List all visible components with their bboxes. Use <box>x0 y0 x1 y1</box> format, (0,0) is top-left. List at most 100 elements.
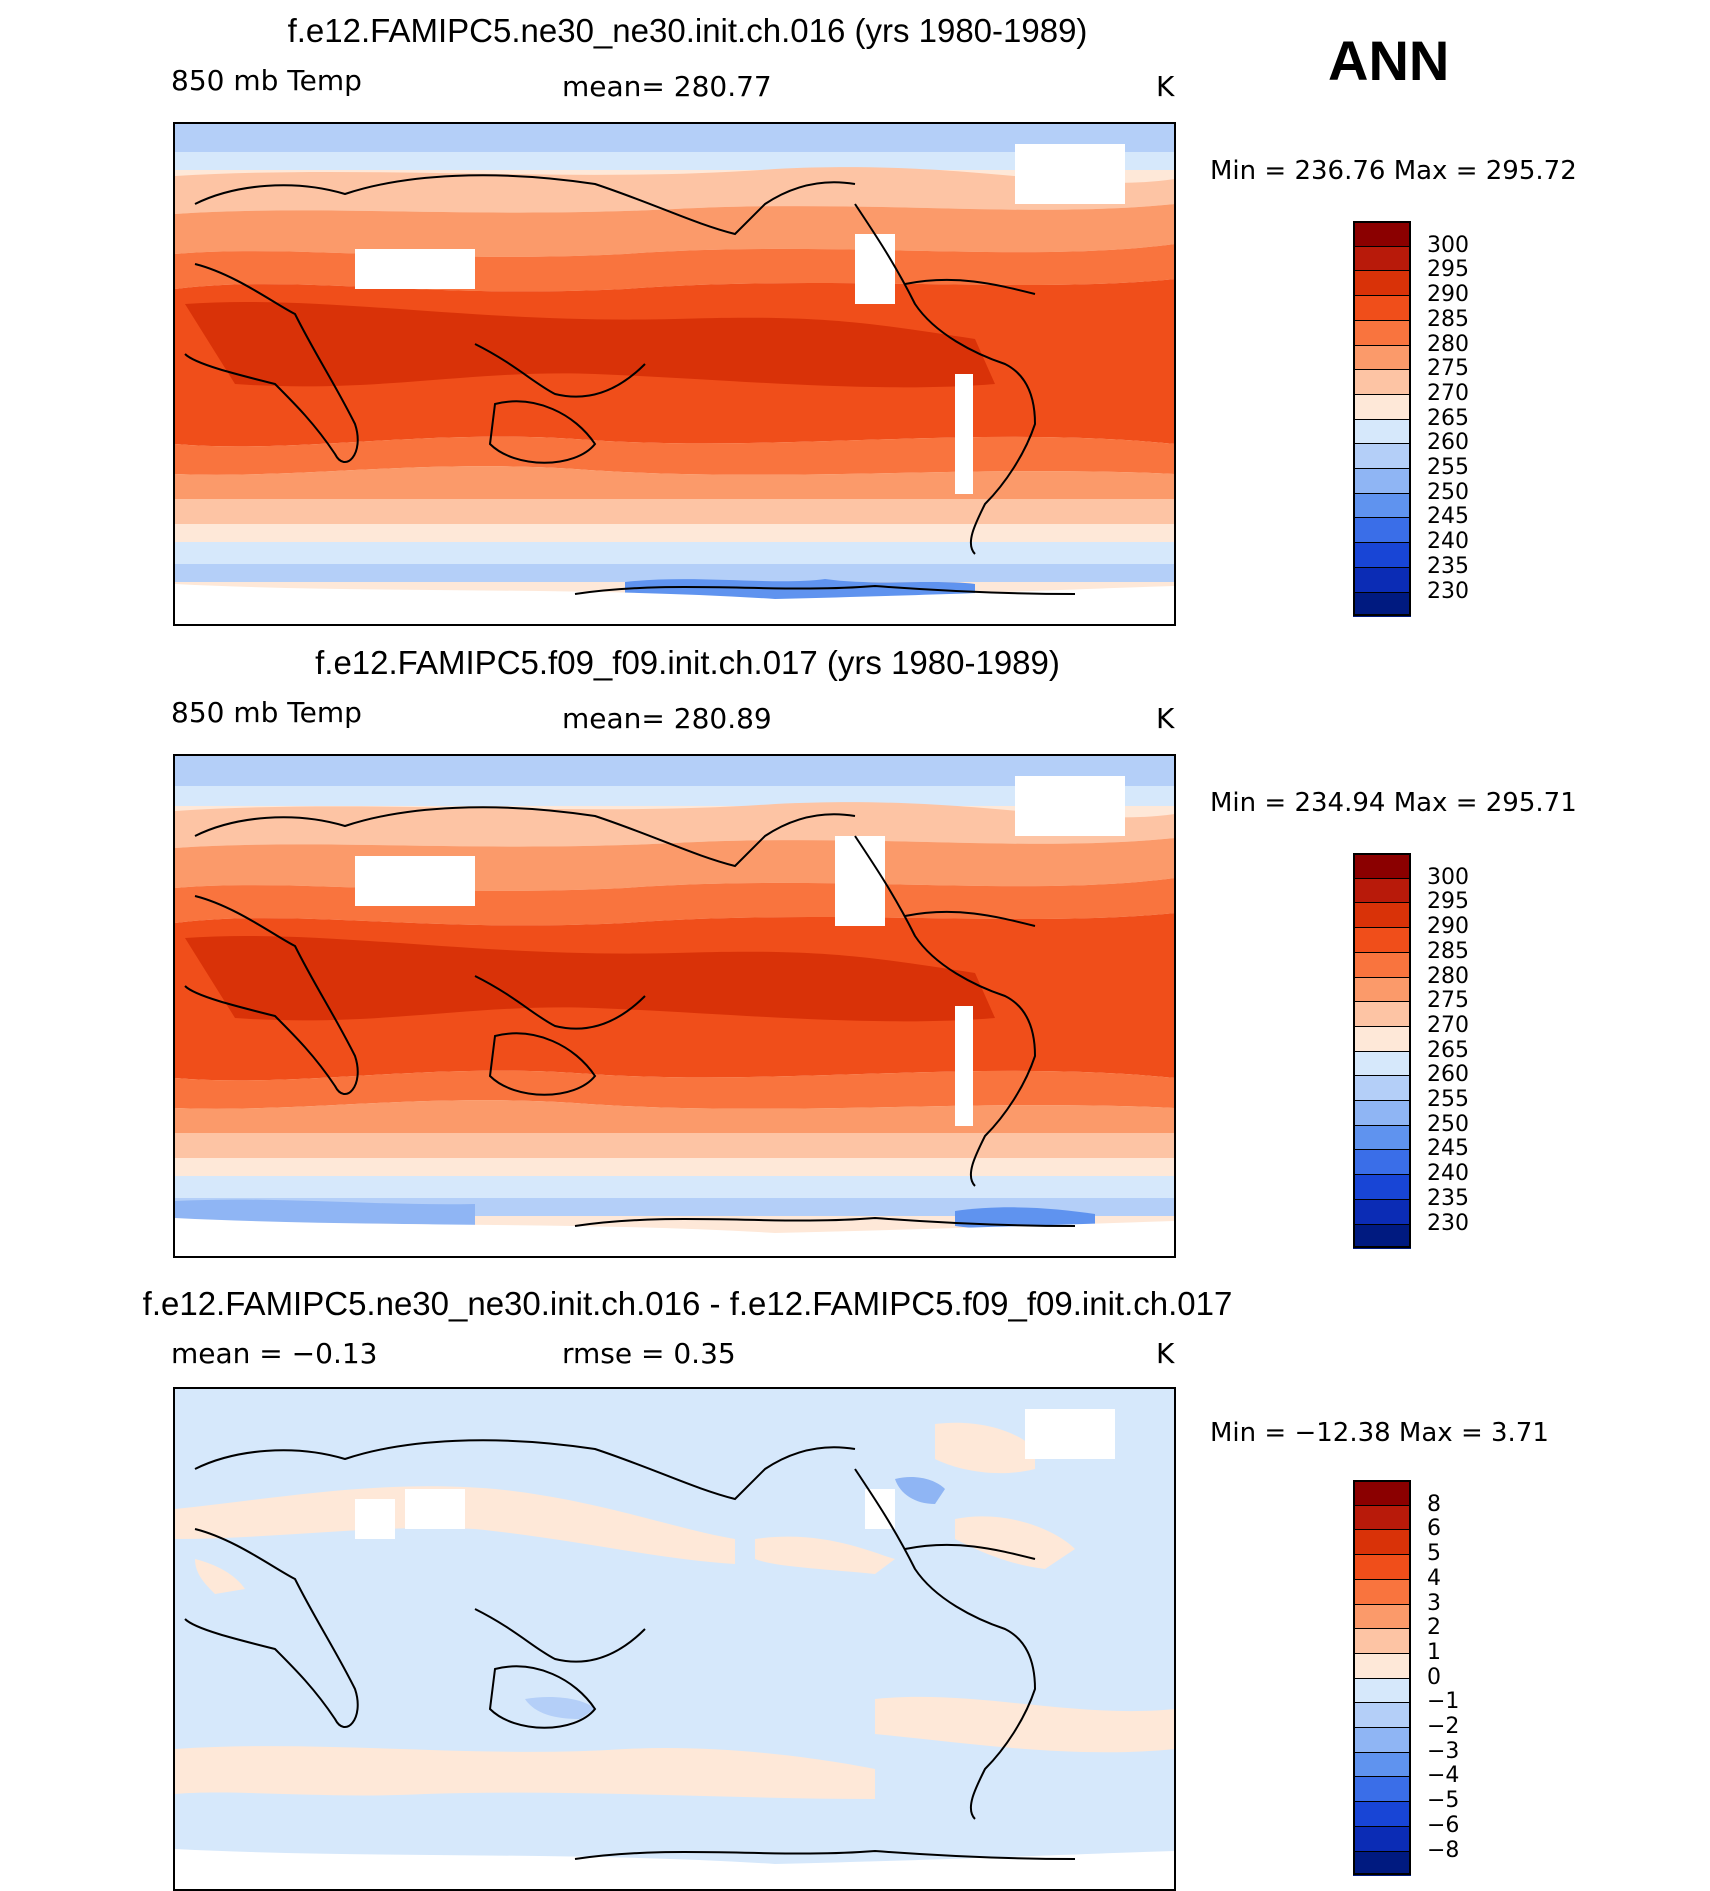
colorbar-swatch <box>1353 468 1411 494</box>
minmax-label: Min = 234.94 Max = 295.71 <box>1210 788 1577 818</box>
colorbar-level-label: −6 <box>1427 1812 1460 1838</box>
colorbar-swatch <box>1353 1776 1411 1803</box>
colorbar-swatch <box>1353 902 1411 929</box>
colorbar-level-label: 6 <box>1427 1516 1441 1542</box>
colorbar-swatch <box>1353 245 1411 272</box>
colorbar-level-label: 290 <box>1427 914 1469 940</box>
map-temperature-1 <box>173 122 1176 626</box>
colorbar-swatch <box>1353 319 1411 346</box>
colorbar-swatch <box>1353 1025 1411 1052</box>
colorbar-swatch <box>1353 1628 1411 1654</box>
colorbar-swatch <box>1353 1578 1411 1605</box>
colorbar-swatch <box>1353 492 1411 519</box>
colorbar-level-label: 280 <box>1427 963 1469 989</box>
colorbar-level-label: 285 <box>1427 938 1469 964</box>
colorbar-level-label: 4 <box>1427 1565 1441 1591</box>
colorbar-swatch <box>1353 1603 1411 1630</box>
colorbar-swatch <box>1353 1504 1411 1531</box>
colorbar-level-label: 255 <box>1427 455 1469 480</box>
colorbar-level-label: 230 <box>1427 578 1469 604</box>
colorbar-level-label: 260 <box>1427 430 1469 456</box>
colorbar-swatch <box>1353 1223 1411 1250</box>
minmax-label: Min = −12.38 Max = 3.71 <box>1210 1418 1549 1448</box>
colorbar-swatch <box>1353 1554 1411 1580</box>
colorbar-frame <box>1353 221 1411 617</box>
map-temperature-2 <box>173 754 1176 1258</box>
colorbar-level-label: 255 <box>1427 1087 1469 1112</box>
colorbar-level-label: 260 <box>1427 1062 1469 1088</box>
colorbar-swatch <box>1353 1652 1411 1679</box>
colorbar-swatch <box>1353 393 1411 420</box>
panel-title: f.e12.FAMIPC5.ne30_ne30.init.ch.016 - f.… <box>142 1285 1233 1322</box>
minmax-label: Min = 236.76 Max = 295.72 <box>1210 156 1577 186</box>
colorbar-swatch <box>1353 517 1411 544</box>
map-difference <box>173 1387 1176 1891</box>
colorbar-level-label: 5 <box>1427 1541 1441 1567</box>
colorbar-level-label: 3 <box>1427 1590 1441 1616</box>
colorbar-level-label: 295 <box>1427 889 1469 915</box>
colorbar-level-label: 0 <box>1427 1664 1441 1690</box>
colorbar-level-label: 230 <box>1427 1210 1469 1236</box>
colorbar-swatch <box>1353 1677 1411 1704</box>
colorbar-swatch <box>1353 1100 1411 1126</box>
colorbar-swatch <box>1353 270 1411 297</box>
mean-label: mean= 280.89 <box>562 702 772 735</box>
colorbar-level-label: 300 <box>1427 232 1469 258</box>
colorbar-level-label: 300 <box>1427 864 1469 890</box>
colorbar-swatch <box>1353 877 1411 904</box>
rmse-label: rmse = 0.35 <box>562 1337 736 1370</box>
colorbar-swatch <box>1353 295 1411 321</box>
colorbar-swatch <box>1353 951 1411 978</box>
variable-label: 850 mb Temp <box>171 696 362 729</box>
colorbar-swatch <box>1353 1850 1411 1877</box>
units-label: K <box>1156 702 1175 735</box>
colorbar-swatch <box>1353 443 1411 469</box>
colorbar-swatch <box>1353 927 1411 953</box>
variable-label: 850 mb Temp <box>171 64 362 97</box>
colorbar-level-label: 275 <box>1427 356 1469 382</box>
colorbar-swatch <box>1353 1529 1411 1556</box>
colorbar-level-label: 270 <box>1427 1012 1469 1038</box>
colorbar-swatch <box>1353 1198 1411 1225</box>
colorbar-level-label: 240 <box>1427 529 1469 555</box>
colorbar-level-label: 2 <box>1427 1615 1441 1641</box>
colorbar-level-label: 265 <box>1427 1037 1469 1063</box>
colorbar-swatch <box>1353 369 1411 395</box>
colorbar-swatch <box>1353 976 1411 1003</box>
colorbar-swatch <box>1353 853 1411 879</box>
colorbar-swatch <box>1353 418 1411 445</box>
colorbar-level-label: 245 <box>1427 504 1469 530</box>
colorbar-level-label: −1 <box>1427 1689 1460 1715</box>
colorbar-frame <box>1353 853 1411 1249</box>
colorbar-level-label: 245 <box>1427 1136 1469 1162</box>
colorbar-swatch <box>1353 1124 1411 1151</box>
units-label: K <box>1156 1337 1175 1370</box>
colorbar-swatch <box>1353 542 1411 568</box>
season-label: ANN <box>1328 29 1450 92</box>
colorbar-level-label: 1 <box>1427 1639 1441 1665</box>
colorbar-level-label: −4 <box>1427 1763 1460 1789</box>
colorbar-level-label: −5 <box>1427 1788 1460 1814</box>
colorbar-level-label: 235 <box>1427 1185 1469 1211</box>
mean-label: mean= 280.77 <box>562 70 772 103</box>
colorbar-level-label: 270 <box>1427 380 1469 406</box>
units-label: K <box>1156 70 1175 103</box>
colorbar-swatch <box>1353 591 1411 618</box>
colorbar-swatch <box>1353 1149 1411 1176</box>
colorbar-level-label: 285 <box>1427 306 1469 332</box>
colorbar-swatch <box>1353 1727 1411 1753</box>
colorbar-frame <box>1353 1480 1411 1876</box>
colorbar-swatch <box>1353 1801 1411 1827</box>
colorbar-swatch <box>1353 1751 1411 1778</box>
colorbar-level-label: 8 <box>1427 1491 1441 1517</box>
colorbar-level-label: 295 <box>1427 257 1469 283</box>
colorbar-level-label: 275 <box>1427 988 1469 1014</box>
colorbar-level-label: 250 <box>1427 1111 1469 1137</box>
colorbar-level-label: −2 <box>1427 1714 1460 1739</box>
colorbar-swatch <box>1353 1001 1411 1027</box>
colorbar-level-label: 235 <box>1427 553 1469 579</box>
colorbar-level-label: 240 <box>1427 1161 1469 1187</box>
colorbar-level-label: 250 <box>1427 479 1469 505</box>
colorbar-swatch <box>1353 566 1411 593</box>
colorbar-swatch <box>1353 344 1411 371</box>
